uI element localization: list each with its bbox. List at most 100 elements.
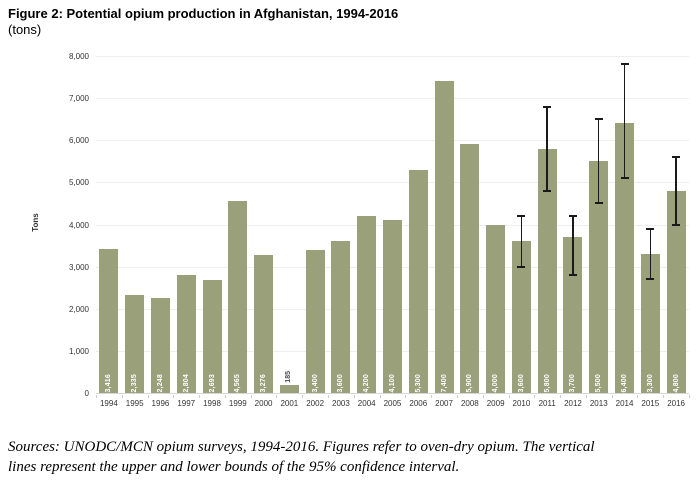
x-axis-label: 2012 [564,399,582,408]
bar-value-label: 4,100 [389,374,396,393]
y-axis-tick-label: 4,000 [68,220,89,230]
x-axis-tick [276,395,278,398]
error-bar-cap-lower [620,177,629,180]
x-axis-label: 2014 [615,399,634,408]
plot-area: 3,416 2,335 2,248 2,804 2,693 4,565 3,276 185 3,… [96,56,690,398]
x-axis-tick [534,395,536,398]
error-bar-cap-upper [543,105,552,108]
error-bar-line [675,157,677,225]
bar-value-label: 2,335 [131,374,139,393]
bar: 3,416 [99,249,119,393]
x-axis-tick [663,395,665,398]
bar: 5,800 [537,148,557,393]
bar-value-label: 7,400 [440,374,448,393]
x-axis-tick [250,395,252,398]
y-axis-tick-label: 8,000 [68,52,89,61]
x-axis-label: 1994 [99,399,118,408]
source-note: Sources: UNODC/MCN opium surveys, 1994-2… [8,437,696,478]
bar-value-label: 3,300 [646,374,654,393]
x-axis-label: 1996 [151,399,170,408]
bar: 2,804 [176,274,196,393]
bar-value-label: 5,500 [595,374,603,393]
bar-value-label: 4,800 [672,374,680,393]
error-bar-line [572,216,574,276]
bar: 6,400 [615,123,635,393]
error-bar-cap-upper [672,156,681,159]
error-bar-line [623,64,626,179]
bar: 3,600 [511,241,531,393]
y-axis-tick-label: 1,000 [68,346,89,356]
x-axis-tick [637,395,639,398]
error-bar-cap-lower [568,274,577,277]
bar-value-label: 3,416 [105,374,113,393]
y-axis-tick-label: 2,000 [68,304,89,314]
error-bar-cap-lower [517,265,526,268]
x-axis-tick [96,395,97,398]
bar: 5,500 [589,161,609,393]
chart-subtitle: (tons) [8,22,42,37]
x-axis-labels: 1994 1995 1996 1997 1998 1999 2000 2001 2002 2003… [96,399,689,411]
error-bar-cap-upper [646,227,655,230]
x-axis-label: 2003 [332,399,350,408]
error-bar-cap-lower [672,223,681,226]
bar: 2,248 [150,298,170,393]
y-axis-tick-label: 0 [84,389,89,398]
error-bar-line [598,119,600,204]
x-axis-label: 2004 [357,399,376,408]
bar-value-label: 2,804 [182,374,190,393]
bar-value-label: 3,700 [569,374,577,393]
gridline [96,140,689,142]
bar-value-label: 185 [284,370,292,383]
bar: 4,200 [357,216,377,393]
bar-value-label: 4,000 [492,374,500,393]
x-axis-line [96,393,689,394]
x-axis-tick [302,395,304,398]
bar [279,385,299,393]
x-axis-tick [456,395,458,398]
bar-value-label: 5,900 [466,374,474,393]
x-axis-tick [405,395,407,398]
x-axis-label: 1999 [228,399,247,408]
bar: 4,800 [666,190,686,393]
bar-value-label: 2,248 [156,374,164,393]
gridline [96,98,689,100]
x-axis-label: 2006 [409,399,428,408]
x-axis-label: 2002 [306,399,325,408]
error-bar-line [649,228,652,280]
x-axis-label: 2005 [383,399,402,408]
x-axis-tick [508,395,510,398]
x-axis-label: 2008 [460,399,479,408]
bar-value-label: 3,400 [311,374,319,393]
bar-value-label: 4,200 [363,374,371,393]
bar: 4,100 [383,220,402,393]
bar-value-label: 3,276 [260,374,268,393]
x-axis-tick [611,395,613,398]
x-axis-tick [689,395,690,398]
error-bar-cap-upper [517,215,526,218]
x-axis-tick [482,395,484,398]
x-axis-tick [379,395,381,398]
error-bar-line [520,216,523,267]
gridline [96,182,689,184]
x-axis-tick [353,395,355,398]
bar: 4,000 [486,224,506,393]
x-axis-label: 1997 [177,399,196,408]
x-axis-tick [199,395,201,398]
error-bar-cap-lower [594,202,603,205]
x-axis-label: 2009 [486,399,505,408]
x-axis-label: 2013 [589,399,608,408]
x-axis-tick [121,395,123,398]
chart-title: Figure 2: Potential opium production in … [8,6,399,21]
x-axis-label: 2000 [254,399,273,408]
y-axis-tick-label: 7,000 [68,94,89,104]
y-axis-tick-labels: 0 1,000 2,000 3,000 4,000 5,000 6,000 7,000 8,00… [0,52,92,398]
bar: 2,335 [125,294,145,393]
bar-value-label: 5,800 [543,374,551,393]
bar: 3,600 [331,241,351,393]
x-axis-tick [147,395,149,398]
bar: 3,400 [305,249,325,393]
bar: 5,900 [460,144,480,393]
error-bar-line [546,106,548,191]
bar: 3,700 [563,237,583,393]
x-axis-label: 2016 [667,399,685,408]
